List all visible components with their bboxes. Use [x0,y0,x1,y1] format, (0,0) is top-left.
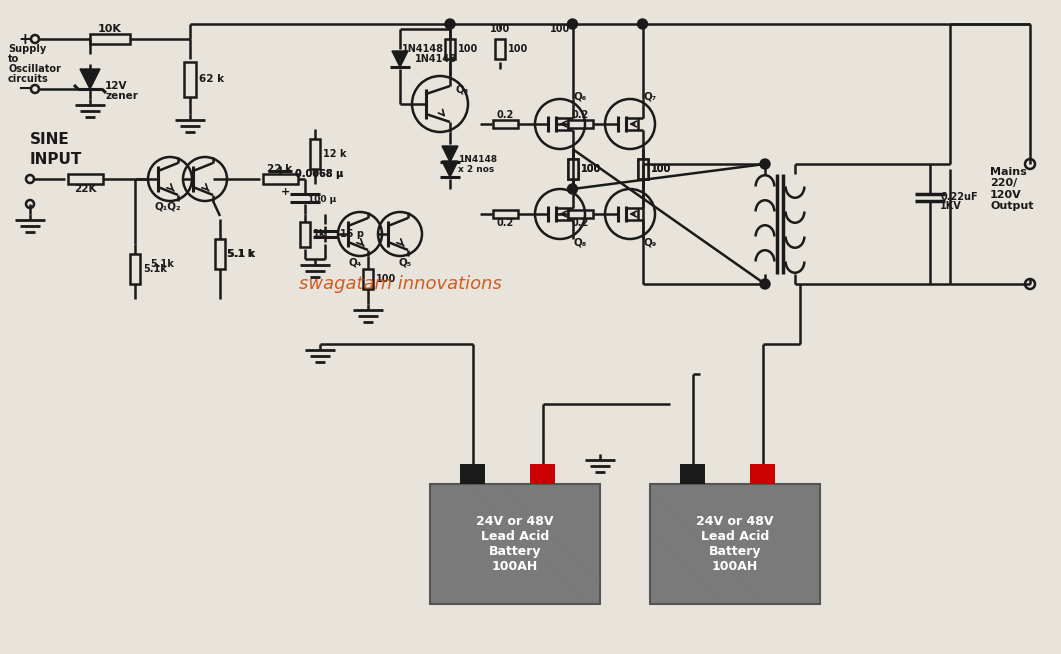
Text: 12 k: 12 k [323,149,347,159]
Bar [445,39,455,59]
Text: zener: zener [105,91,138,101]
Text: x 2 nos: x 2 nos [458,165,494,173]
Text: 1N4148: 1N4148 [415,54,457,64]
Bar [68,174,103,184]
Circle shape [568,19,577,29]
Text: Q₅: Q₅ [398,257,412,267]
Bar [430,484,601,604]
Bar [131,254,140,284]
Bar [568,120,592,128]
Circle shape [445,19,455,29]
Text: 1N4148: 1N4148 [458,154,498,164]
Bar [492,120,518,128]
Text: to: to [8,54,19,64]
Text: Mains
220/
120V
Output: Mains 220/ 120V Output [990,167,1033,211]
Text: 62 k: 62 k [199,74,224,84]
Bar [638,159,647,179]
Text: 1N4148: 1N4148 [402,44,443,54]
Polygon shape [442,161,458,177]
Bar [492,210,518,218]
Text: 22K: 22K [74,184,97,194]
Circle shape [760,279,770,289]
Bar [638,159,647,179]
Text: 100: 100 [580,164,601,174]
Text: 100: 100 [650,164,671,174]
Bar [530,464,555,484]
Bar [310,139,320,169]
Text: 100: 100 [490,24,510,34]
Text: 100: 100 [650,164,671,174]
Text: Oscillator: Oscillator [8,64,60,74]
Bar [568,159,577,179]
Text: 12V: 12V [105,81,127,91]
Bar [460,464,485,484]
Text: Q₃: Q₃ [455,84,468,94]
Text: Q₄: Q₄ [348,257,362,267]
Bar [568,210,592,218]
Text: SINE: SINE [30,131,70,146]
Bar [750,464,775,484]
Text: INPUT: INPUT [30,152,83,167]
Text: 0.0068 µ: 0.0068 µ [295,169,344,179]
Text: 15 p: 15 p [340,229,364,239]
Text: Q₈: Q₈ [573,237,587,247]
Circle shape [638,19,647,29]
Bar [495,39,505,59]
Bar [650,484,820,604]
Text: Q₁Q₂: Q₁Q₂ [155,201,181,211]
Bar [680,464,705,484]
Bar [363,269,373,289]
Text: −: − [17,80,33,98]
Text: circuits: circuits [8,74,49,84]
Text: Q₆: Q₆ [573,91,587,101]
Text: 100: 100 [458,44,479,54]
Text: 100: 100 [376,274,396,284]
Text: Supply: Supply [8,44,47,54]
Text: 22 k: 22 k [267,164,293,174]
Text: 1k: 1k [313,229,327,239]
Text: 24V or 48V
Lead Acid
Battery
100AH: 24V or 48V Lead Acid Battery 100AH [696,515,773,573]
Text: 5.1 k: 5.1 k [227,249,255,259]
Text: Q₉: Q₉ [643,237,657,247]
Text: 5.1k: 5.1k [150,259,174,269]
Polygon shape [392,51,408,67]
Polygon shape [442,146,458,162]
Text: 0.2: 0.2 [497,110,514,120]
Text: +: + [280,187,290,197]
Text: 100: 100 [508,44,528,54]
Text: 0.22uF: 0.22uF [940,192,977,202]
Text: 0.2: 0.2 [572,218,589,228]
Text: Q₇: Q₇ [643,91,657,101]
Polygon shape [80,69,100,89]
Bar [184,61,196,97]
Text: 100 µ: 100 µ [308,194,336,203]
Text: 0.0068 µ: 0.0068 µ [295,169,344,179]
Text: 100: 100 [580,164,601,174]
Bar [300,222,310,247]
Text: 5.1 k: 5.1 k [228,249,256,259]
Circle shape [568,184,577,194]
Text: 1KV: 1KV [940,201,961,211]
Text: swagatam innovations: swagatam innovations [298,275,502,293]
Text: 0.2: 0.2 [572,110,589,120]
Text: 0.2: 0.2 [497,218,514,228]
Text: 24V or 48V
Lead Acid
Battery
100AH: 24V or 48V Lead Acid Battery 100AH [476,515,554,573]
Bar [262,174,297,184]
Bar [568,159,577,179]
Bar [90,34,131,44]
Bar [215,239,225,269]
Text: 100: 100 [550,24,570,34]
Text: 10K: 10K [98,24,122,34]
Text: 5.1k: 5.1k [143,264,167,274]
Text: +: + [19,31,32,46]
Circle shape [760,159,770,169]
